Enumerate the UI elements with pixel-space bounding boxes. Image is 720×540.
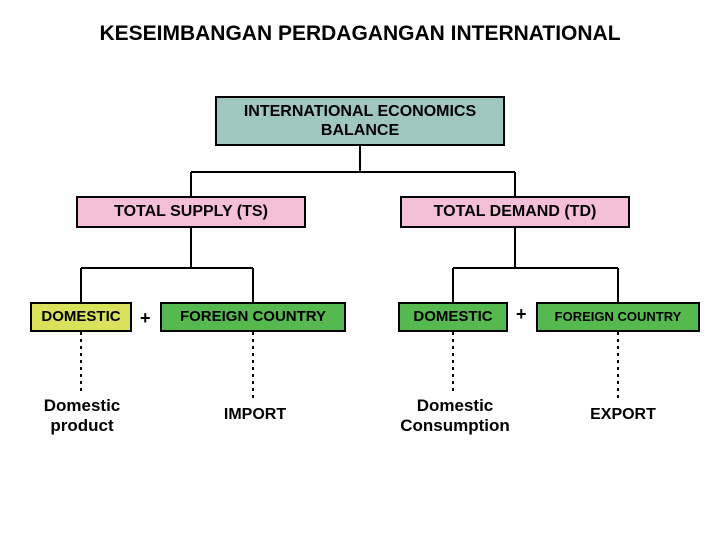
top-box-label: INTERNATIONAL ECONOMICS BALANCE [221, 102, 499, 140]
demand-box-label: TOTAL DEMAND (TD) [434, 202, 597, 221]
export-label: EXPORT [578, 406, 668, 424]
domestic-right-box: DOMESTIC [398, 302, 508, 332]
connector-lines [0, 0, 720, 540]
top-box: INTERNATIONAL ECONOMICS BALANCE [215, 96, 505, 146]
foreign-right-box: FOREIGN COUNTRY [536, 302, 700, 332]
domestic-product-line1: Domestic [44, 396, 121, 415]
domestic-product-label: Domestic product [32, 396, 132, 436]
plus-left: + [140, 308, 151, 329]
foreign-left-label: FOREIGN COUNTRY [180, 308, 326, 326]
supply-box: TOTAL SUPPLY (TS) [76, 196, 306, 228]
domestic-right-label: DOMESTIC [413, 308, 492, 326]
domestic-consumption-line1: Domestic [417, 396, 494, 415]
domestic-left-box: DOMESTIC [30, 302, 132, 332]
foreign-left-box: FOREIGN COUNTRY [160, 302, 346, 332]
domestic-left-label: DOMESTIC [41, 308, 120, 326]
page-title: KESEIMBANGAN PERDAGANGAN INTERNATIONAL [0, 22, 720, 46]
demand-box: TOTAL DEMAND (TD) [400, 196, 630, 228]
foreign-right-label: FOREIGN COUNTRY [555, 309, 682, 325]
supply-box-label: TOTAL SUPPLY (TS) [114, 202, 268, 221]
plus-right: + [516, 304, 527, 325]
domestic-product-line2: product [50, 416, 113, 435]
domestic-consumption-label: Domestic Consumption [392, 396, 518, 436]
domestic-consumption-line2: Consumption [400, 416, 510, 435]
import-label: IMPORT [210, 406, 300, 424]
